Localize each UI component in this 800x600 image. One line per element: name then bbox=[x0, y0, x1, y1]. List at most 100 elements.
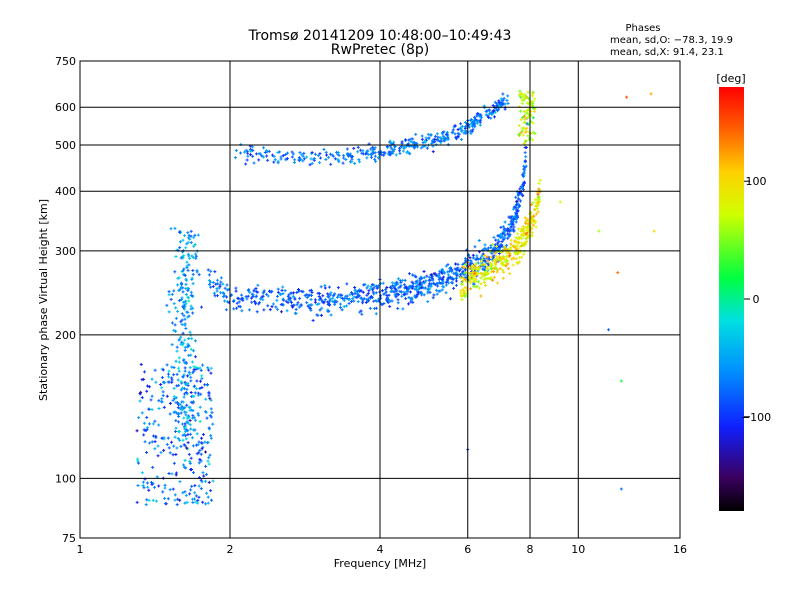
data-point bbox=[268, 308, 272, 312]
data-point bbox=[255, 310, 259, 314]
data-point bbox=[469, 260, 473, 264]
data-point bbox=[200, 480, 204, 484]
data-point bbox=[517, 133, 521, 137]
data-point bbox=[479, 294, 483, 298]
data-point bbox=[188, 423, 192, 427]
data-point bbox=[198, 449, 202, 453]
data-point bbox=[503, 236, 507, 240]
data-point bbox=[201, 363, 205, 367]
data-point bbox=[454, 262, 458, 266]
data-point bbox=[187, 233, 191, 237]
data-point bbox=[150, 440, 154, 444]
data-point bbox=[161, 368, 165, 372]
data-point bbox=[461, 269, 465, 273]
data-point bbox=[499, 244, 503, 248]
data-point bbox=[310, 290, 314, 294]
data-point bbox=[342, 299, 346, 303]
data-point bbox=[394, 284, 398, 288]
data-point bbox=[203, 502, 207, 506]
data-point bbox=[477, 280, 481, 284]
data-point bbox=[516, 262, 520, 266]
data-point bbox=[431, 281, 435, 285]
data-point bbox=[403, 278, 407, 282]
data-point bbox=[173, 498, 177, 502]
data-point bbox=[489, 276, 493, 280]
data-point bbox=[336, 295, 340, 299]
data-point bbox=[181, 331, 185, 335]
data-point bbox=[482, 280, 486, 284]
data-point bbox=[284, 299, 288, 303]
data-point bbox=[410, 280, 414, 284]
data-point bbox=[473, 119, 477, 123]
data-point bbox=[372, 299, 376, 303]
data-point bbox=[453, 132, 457, 136]
data-point bbox=[364, 300, 368, 304]
data-point bbox=[399, 280, 403, 284]
data-point bbox=[521, 133, 525, 137]
data-point bbox=[201, 500, 205, 504]
data-point bbox=[172, 444, 176, 448]
data-point bbox=[411, 141, 415, 145]
data-point bbox=[211, 280, 215, 284]
data-point bbox=[179, 411, 183, 415]
data-point bbox=[167, 471, 171, 475]
data-point bbox=[199, 452, 203, 456]
data-point bbox=[459, 276, 463, 280]
data-point bbox=[533, 97, 537, 101]
data-point bbox=[319, 156, 323, 160]
data-point bbox=[184, 292, 188, 296]
data-point bbox=[507, 228, 511, 232]
data-point bbox=[283, 289, 287, 293]
data-point bbox=[520, 129, 524, 133]
data-point bbox=[361, 152, 365, 156]
data-point bbox=[147, 407, 151, 411]
data-point bbox=[166, 372, 170, 376]
data-point bbox=[496, 238, 500, 242]
data-point bbox=[461, 282, 465, 286]
data-point bbox=[469, 287, 473, 291]
data-point bbox=[342, 154, 346, 158]
data-point bbox=[137, 416, 141, 420]
data-point bbox=[145, 416, 149, 420]
data-point bbox=[411, 284, 415, 288]
data-point bbox=[365, 286, 369, 290]
data-point bbox=[463, 271, 467, 275]
data-point bbox=[191, 349, 195, 353]
data-point bbox=[350, 299, 354, 303]
data-point bbox=[371, 290, 375, 294]
data-point bbox=[531, 223, 535, 227]
data-point bbox=[446, 137, 450, 141]
data-point bbox=[530, 234, 534, 238]
data-point bbox=[500, 240, 504, 244]
data-point bbox=[224, 308, 228, 312]
data-point bbox=[180, 297, 184, 301]
data-point bbox=[434, 288, 438, 292]
data-point bbox=[426, 132, 430, 136]
data-point bbox=[175, 349, 179, 353]
data-point bbox=[189, 353, 193, 357]
data-point bbox=[295, 291, 299, 295]
data-point bbox=[537, 187, 541, 191]
data-point bbox=[281, 154, 285, 158]
data-point bbox=[372, 151, 376, 155]
data-point bbox=[404, 297, 408, 301]
data-point bbox=[273, 158, 277, 162]
data-point bbox=[326, 295, 330, 299]
data-point bbox=[266, 158, 270, 162]
data-point bbox=[429, 273, 433, 277]
data-point bbox=[245, 158, 249, 162]
data-point bbox=[144, 503, 148, 507]
data-point bbox=[188, 405, 192, 409]
data-point bbox=[206, 268, 210, 272]
data-point bbox=[206, 366, 210, 370]
data-point bbox=[347, 297, 351, 301]
data-point bbox=[207, 480, 211, 484]
data-point bbox=[320, 298, 324, 302]
data-point bbox=[271, 153, 275, 157]
data-point bbox=[211, 284, 215, 288]
data-point bbox=[430, 276, 434, 280]
data-point bbox=[189, 234, 193, 238]
data-point bbox=[515, 244, 519, 248]
data-point bbox=[452, 286, 456, 290]
data-point bbox=[499, 97, 503, 101]
